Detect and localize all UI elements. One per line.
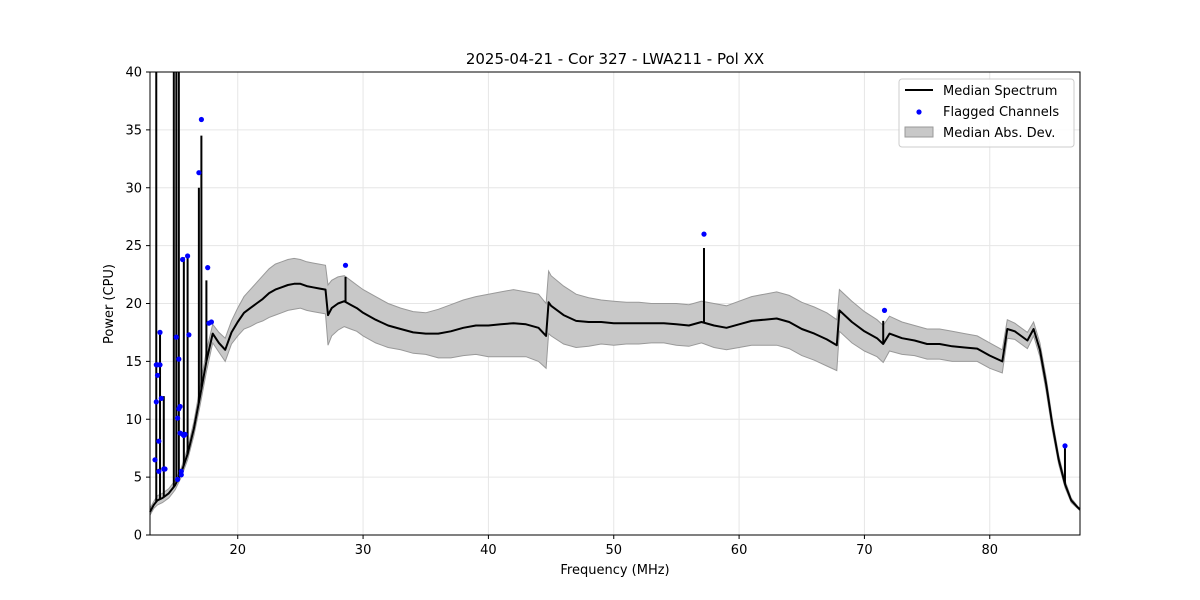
legend-median-label: Median Spectrum (943, 84, 1057, 99)
y-tick-label: 35 (125, 123, 142, 138)
flagged-channel-point (152, 457, 158, 463)
x-tick-label: 40 (480, 543, 497, 558)
legend-mad-swatch (904, 126, 934, 138)
flagged-channel-point (185, 253, 191, 259)
flagged-channel-point (1062, 443, 1068, 449)
y-tick-label: 25 (125, 239, 142, 254)
flagged-channel-point (177, 403, 183, 410)
median-spectrum-line (149, 282, 1081, 513)
flagged-channel-point (162, 466, 168, 472)
flagged-channel-point (178, 468, 184, 474)
legend: Median Spectrum Flagged Channels Median … (898, 78, 1075, 148)
y-axis-label: Power (CPU) (102, 264, 117, 344)
flagged-channel-point (196, 170, 202, 176)
legend-flagged-swatch (916, 109, 922, 115)
y-tick-label: 30 (125, 181, 142, 196)
x-tick-label: 30 (355, 543, 372, 558)
flagged-channel-point (182, 431, 188, 437)
flagged-channel-point (176, 356, 182, 362)
x-axis-label: Frequency (MHz) (560, 563, 669, 578)
y-tick-label: 20 (125, 297, 142, 312)
x-tick-label: 70 (856, 543, 873, 558)
flagged-channel-point (158, 395, 164, 401)
flagged-channel-point (156, 438, 162, 444)
flagged-channel-point (701, 231, 707, 237)
flagged-channel-point (157, 362, 163, 368)
legend-flagged-label: Flagged Channels (943, 105, 1059, 120)
flagged-channel-point (173, 334, 179, 340)
flagged-channel-point (154, 372, 161, 378)
legend-mad-label: Median Abs. Dev. (943, 126, 1055, 141)
flagged-channel-point (186, 332, 192, 338)
axes: 20 30 40 50 60 70 80 0 5 10 15 20 25 30 35 40 (125, 66, 998, 559)
flagged-channel-point (881, 307, 888, 313)
legend-box (898, 78, 1075, 148)
plot-area (149, 71, 1081, 536)
y-tick-label: 15 (125, 355, 142, 370)
x-tick-label: 20 (229, 543, 246, 558)
x-tick-label: 80 (981, 543, 998, 558)
flagged-channel-point (342, 262, 349, 268)
y-tick-label: 10 (125, 413, 142, 428)
x-tick-label: 50 (605, 543, 622, 558)
flagged-channel-point (208, 319, 214, 325)
flagged-channel-point (175, 476, 181, 482)
y-tick-label: 0 (134, 529, 142, 544)
flagged-channel-point (205, 265, 211, 271)
flagged-points-layer (152, 116, 1068, 482)
flagged-channel-point (153, 399, 159, 405)
flagged-channel-point (156, 468, 162, 474)
y-tick-label: 40 (125, 66, 142, 81)
y-tick-label: 5 (134, 471, 142, 486)
chart-title: 2025-04-21 - Cor 327 - LWA211 - Pol XX (466, 50, 764, 68)
flagged-channel-point (175, 415, 181, 421)
flagged-channel-point (157, 329, 163, 335)
flagged-channel-point (180, 256, 186, 263)
x-tick-label: 60 (731, 543, 748, 558)
flagged-channel-point (198, 116, 204, 123)
